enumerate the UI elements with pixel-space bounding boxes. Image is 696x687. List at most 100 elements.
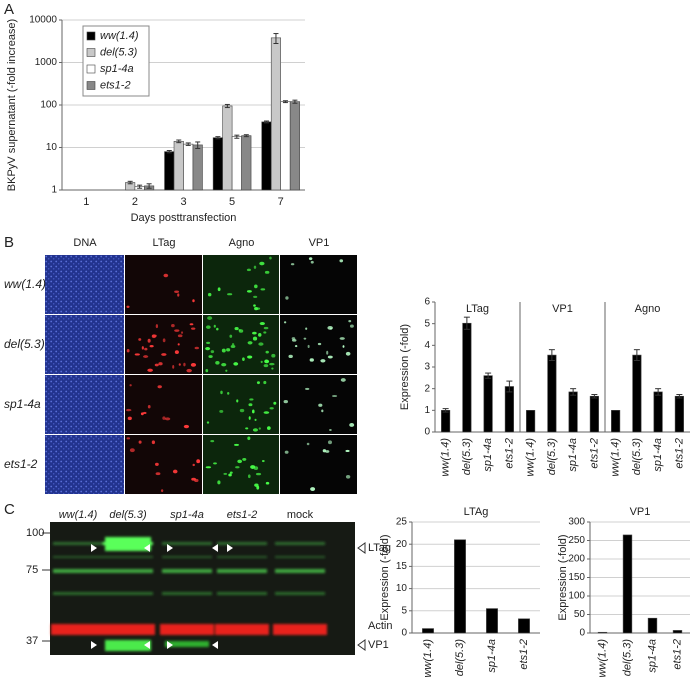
cell-signal xyxy=(140,412,144,416)
band xyxy=(105,640,151,651)
band xyxy=(103,556,153,558)
cell-signal xyxy=(227,391,230,395)
cell-signal xyxy=(349,423,355,427)
cell-signal xyxy=(349,324,354,328)
cell-signal xyxy=(265,481,270,485)
cell-signal xyxy=(236,399,239,403)
cell-signal xyxy=(294,345,298,348)
micrograph xyxy=(45,315,124,374)
x-tick-label: 1 xyxy=(83,196,89,208)
cell-signal xyxy=(246,268,251,272)
cell-signal xyxy=(242,458,247,461)
y-tick-label: 300 xyxy=(568,517,585,528)
x-tick-label: ets1-2 xyxy=(518,639,530,670)
cell-signal xyxy=(213,462,217,465)
bar xyxy=(653,391,663,433)
cell-signal xyxy=(264,270,270,274)
legend-label: del(5.3) xyxy=(100,46,138,58)
cell-signal xyxy=(231,343,235,346)
western-blot: ww(1.4) del(5.3) sp1-4a ets1-2 mock 100 75 37 LT… xyxy=(26,509,392,655)
band xyxy=(162,556,212,558)
cell-signal xyxy=(273,401,277,405)
cell-signal xyxy=(154,363,159,367)
x-tick-label: sp1-4a xyxy=(482,438,494,472)
cell-signal xyxy=(259,261,265,266)
cell-signal xyxy=(310,260,314,264)
arrowhead xyxy=(167,641,173,649)
row-label: del(5.3) xyxy=(4,337,45,351)
band xyxy=(217,542,267,545)
cell-signal xyxy=(317,342,322,346)
cell-signal xyxy=(258,342,264,346)
cell-signal xyxy=(189,323,194,326)
x-tick-label: sp1-4a xyxy=(652,438,664,472)
x-tick-label: ets1-2 xyxy=(671,639,683,670)
x-tick-label: 7 xyxy=(278,196,284,208)
cell-signal xyxy=(254,418,257,422)
legend-swatch xyxy=(86,31,96,41)
error-bar xyxy=(273,33,279,44)
cell-signal xyxy=(267,426,271,430)
y-tick-label: 1 xyxy=(424,405,430,416)
cell-signal xyxy=(143,355,149,358)
cell-signal xyxy=(245,427,249,430)
y-tick-label: 1 xyxy=(51,185,57,196)
bar xyxy=(280,101,291,191)
cell-signal xyxy=(172,364,175,369)
arrowhead xyxy=(144,544,150,552)
cell-signal xyxy=(177,293,180,297)
legend-label: ww(1.4) xyxy=(100,30,139,42)
y-tick-label: 2 xyxy=(424,383,430,394)
error-bar xyxy=(176,139,182,144)
cell-signal xyxy=(250,465,256,469)
band xyxy=(275,556,325,558)
cell-signal xyxy=(269,362,275,366)
micrograph xyxy=(45,255,124,314)
cell-signal xyxy=(238,329,244,333)
cell-signal xyxy=(162,338,166,343)
cell-signal xyxy=(205,466,212,469)
micrograph xyxy=(125,255,202,314)
cell-signal xyxy=(171,324,175,328)
cell-signal xyxy=(248,416,251,420)
arrowhead xyxy=(227,544,233,552)
actin-band xyxy=(101,624,155,635)
y-tick-label: 0 xyxy=(579,628,585,639)
cell-signal xyxy=(210,350,215,354)
bar xyxy=(568,391,578,433)
row-label: ets1-2 xyxy=(4,457,38,471)
cell-signal xyxy=(217,480,221,485)
panel-label: A xyxy=(4,1,14,18)
actin-band xyxy=(51,624,105,635)
cell-signal xyxy=(210,439,215,443)
error-bar xyxy=(633,349,640,361)
cell-signal xyxy=(174,329,180,332)
cell-signal xyxy=(161,353,167,356)
actin-band xyxy=(273,624,327,635)
lane-label: mock xyxy=(287,509,314,521)
band-label: LTag xyxy=(368,542,391,554)
band xyxy=(53,569,103,573)
error-bar xyxy=(292,99,298,104)
row-label: ww(1.4) xyxy=(4,277,46,291)
y-tick-label: 1000 xyxy=(35,57,58,68)
bar xyxy=(504,386,514,433)
cell-signal xyxy=(252,331,257,335)
band xyxy=(217,556,267,558)
bar xyxy=(483,375,493,433)
x-tick-label: ets1-2 xyxy=(588,438,600,469)
bar xyxy=(611,410,621,433)
cell-signal xyxy=(252,428,258,432)
panel-label: B xyxy=(4,234,14,251)
cell-signal xyxy=(226,348,231,352)
cell-signal xyxy=(283,321,287,324)
cell-signal xyxy=(256,485,260,490)
cell-signal xyxy=(253,265,257,269)
cell-signal xyxy=(234,443,239,446)
cell-signal xyxy=(186,368,192,373)
error-bar xyxy=(591,394,598,399)
cell-signal xyxy=(129,448,135,453)
arrowhead xyxy=(91,641,97,649)
cell-signal xyxy=(221,348,226,353)
